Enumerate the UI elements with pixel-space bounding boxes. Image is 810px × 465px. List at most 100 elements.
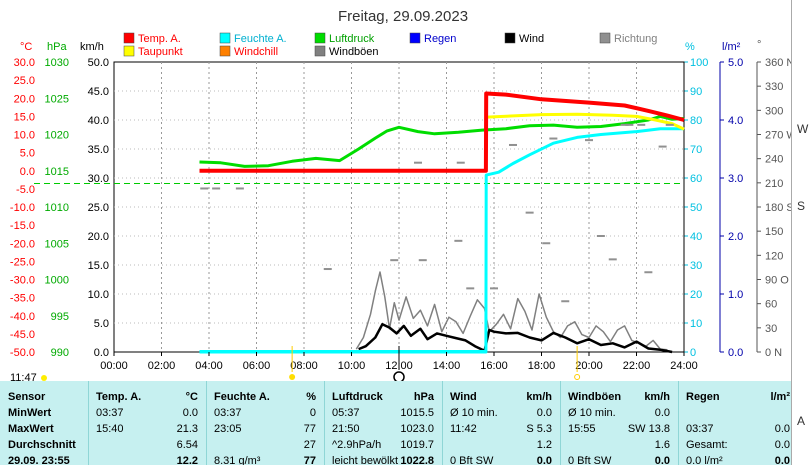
kmh-axis-tick: 45.0 (88, 86, 109, 98)
table-cell-re-t: 0.0 l/m² (686, 455, 723, 465)
deg-axis-tick: 210 (765, 178, 783, 190)
deg-axis-tick: 120 (765, 250, 783, 262)
hpa-axis-tick: 1010 (45, 202, 69, 214)
header-feuchte-unit: % (306, 391, 316, 403)
legend-label: Windböen (329, 46, 379, 58)
side-panel-a: A (797, 414, 806, 428)
table-cell-feu-t: 03:37 (214, 407, 242, 419)
deg-axis-tick: 180 S (765, 202, 794, 214)
x-tick-label: 24:00 (670, 360, 698, 372)
legend-label: Richtung (614, 33, 657, 45)
pct-axis-unit: % (685, 41, 695, 53)
temp-axis-tick: 0.0 (20, 166, 35, 178)
temp-axis-unit: °C (20, 41, 32, 53)
kmh-axis-tick: 30.0 (88, 173, 109, 185)
row-label: 29.09. 23:55 (8, 455, 70, 465)
table-cell-dr-t: ^2.9hPa/h (332, 439, 382, 451)
kmh-axis-tick: 10.0 (88, 289, 109, 301)
kmh-axis-tick: 5.0 (94, 318, 109, 330)
lm2-axis-tick: 1.0 (728, 289, 743, 301)
legend-label: Wind (519, 33, 544, 45)
x-tick-label: 04:00 (195, 360, 223, 372)
header-temp: Temp. A. (96, 391, 142, 403)
deg-axis-tick: 30 (765, 323, 777, 335)
table-cell-feu-t: 8.31 g/m³ (214, 455, 261, 465)
x-tick-label: 14:00 (433, 360, 461, 372)
header-druck-unit: hPa (413, 391, 434, 403)
deg-axis-tick: 90 O (765, 275, 789, 287)
pct-axis-tick: 10 (690, 318, 702, 330)
table-cell-dr-v: 1015.5 (400, 407, 434, 419)
table-cell-bo-v: 0.0 (654, 455, 670, 465)
row-label: MaxWert (8, 423, 54, 435)
side-panel-s: S (797, 199, 806, 213)
series-luftdruck (199, 114, 685, 168)
table-cell-wi-v: 0.0 (536, 455, 552, 465)
deg-axis-tick: 360 N (765, 57, 794, 69)
side-panel-w: W (797, 122, 809, 136)
chart-grid (34, 61, 685, 353)
table-cell-bo-t: 0 Bft SW (568, 455, 612, 465)
table-cell-bo-v: 1.6 (654, 439, 670, 451)
moon-icon (393, 371, 405, 381)
table-cell-re-v: 0.0 (774, 439, 790, 451)
lm2-axis-tick: 5.0 (728, 57, 743, 69)
row-label: Durchschnitt (8, 439, 76, 451)
hpa-axis-tick: 1015 (45, 166, 69, 178)
table-cell-dr-t: 05:37 (332, 407, 360, 419)
table-cell-dr-v: 1022.8 (400, 455, 434, 465)
kmh-axis-tick: 50.0 (88, 57, 109, 69)
kmh-axis-tick: 15.0 (88, 260, 109, 272)
legend-swatch (314, 32, 326, 44)
table-cell-dr-v: 1023.0 (400, 423, 434, 435)
x-tick-label: 02:00 (148, 360, 176, 372)
sun-icon (41, 375, 47, 381)
x-tick-label: 22:00 (623, 360, 651, 372)
hpa-axis-tick: 1030 (45, 57, 69, 69)
legend-swatch (504, 32, 516, 44)
header-sensor: Sensor (8, 391, 46, 403)
x-axis: 00:00 02:00 04:00 06:00 08:00 10:00 12:00 14:00… (10, 346, 698, 381)
chart-legend: Temp. A.Taupunkt Feuchte A.Windchill Luftd… (123, 32, 657, 58)
header-boeen: Windböen (568, 391, 622, 403)
legend-swatch (599, 32, 611, 44)
x-tick-label: 16:00 (480, 360, 508, 372)
temp-axis-tick: -25.0 (10, 256, 35, 268)
x-tick-label: 20:00 (575, 360, 603, 372)
kmh-axis-tick: 25.0 (88, 202, 109, 214)
table-cell-temp-v: 12.2 (176, 455, 198, 465)
pct-axis-tick: 0 (690, 347, 696, 359)
pct-axis-tick: 20 (690, 289, 702, 301)
sunrise-icon (289, 374, 296, 380)
deg-axis-tick: 300 (765, 105, 783, 117)
header-wind-unit: km/h (526, 391, 552, 403)
legend-label: Windchill (234, 46, 278, 58)
table-cell-feu-v: 0 (309, 407, 316, 419)
kmh-axis-tick: 40.0 (88, 115, 109, 127)
kmh-axis-tick: 0.0 (94, 347, 109, 359)
sunset-icon (574, 374, 581, 380)
temp-axis-tick: 5.0 (20, 148, 35, 160)
table-cell-re-v: 0.0 (774, 455, 790, 465)
x-tick-label: 00:00 (100, 360, 128, 372)
hpa-axis-tick: 1020 (45, 130, 69, 142)
chart-plot-area (199, 91, 685, 354)
deg-axis-tick: 240 (765, 154, 783, 166)
temp-axis-tick: -45.0 (10, 329, 35, 341)
kmh-axis-unit: km/h (80, 41, 104, 53)
table-cell-wi-t: 0 Bft SW (450, 455, 494, 465)
lm2-axis-tick: 4.0 (728, 115, 743, 127)
lm2-axis-tick: 3.0 (728, 173, 743, 185)
weather-chart: Freitag, 29.09.2023 Temp. A.Taupunkt Feuc… (10, 8, 797, 381)
current-time-label: 11:47 (10, 372, 37, 381)
x-tick-label: 06:00 (243, 360, 271, 372)
legend-swatch (219, 32, 231, 44)
temp-axis-tick: -35.0 (10, 293, 35, 305)
series-wind (358, 322, 673, 354)
header-boeen-unit: km/h (644, 391, 670, 403)
pct-axis-tick: 30 (690, 260, 702, 272)
lm2-axis-tick: 2.0 (728, 231, 743, 243)
table-cell-temp-t: 15:40 (96, 423, 124, 435)
deg-axis-tick: 330 (765, 81, 783, 93)
table-cell-bo-v: 0.0 (654, 407, 670, 419)
